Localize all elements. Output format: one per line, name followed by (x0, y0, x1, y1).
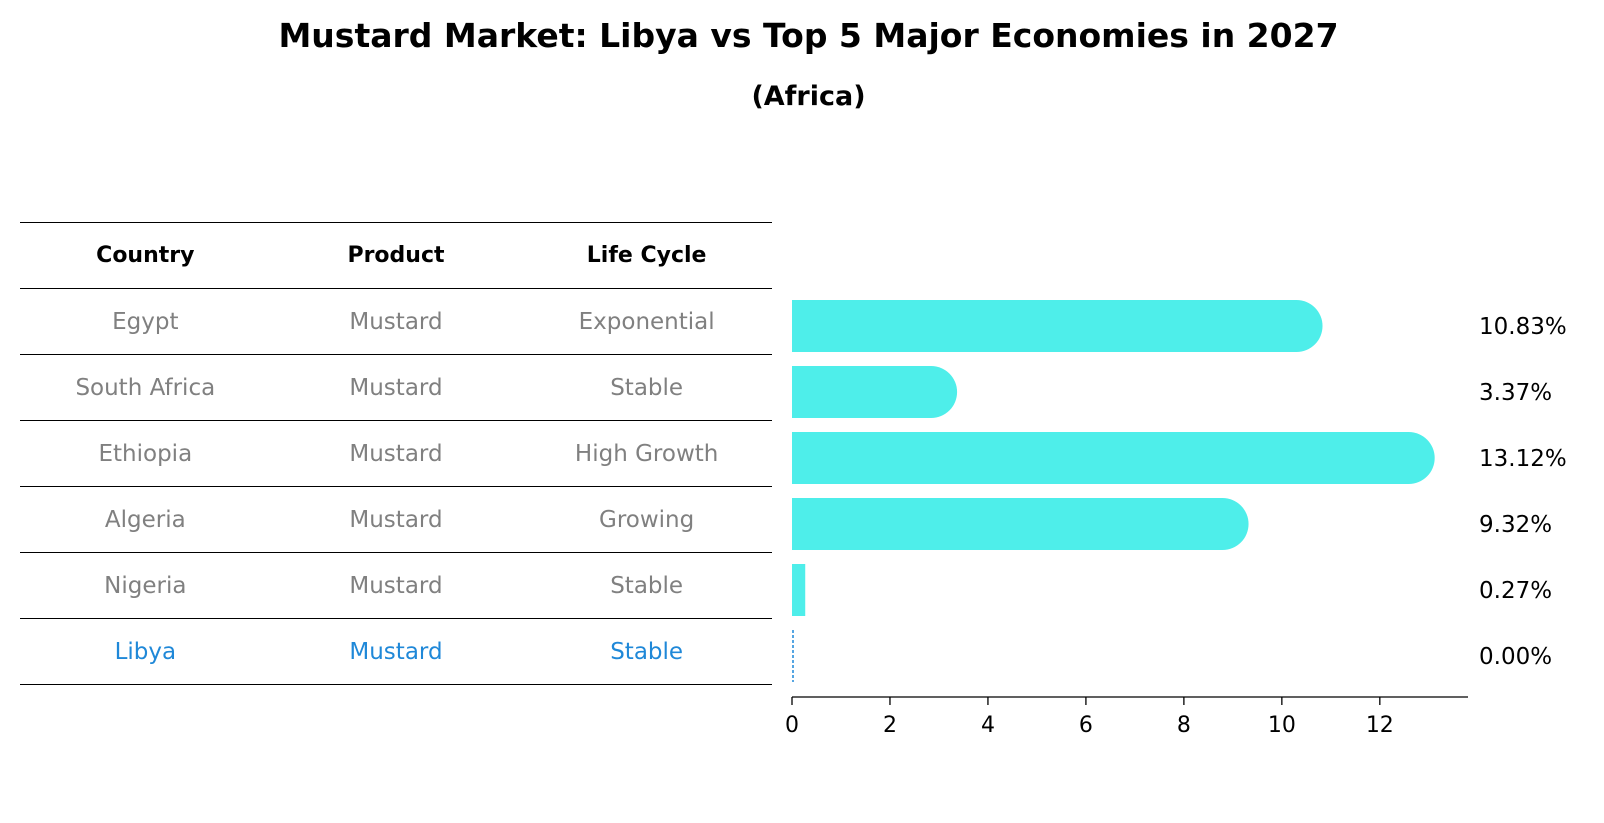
chart-title: Mustard Market: Libya vs Top 5 Major Eco… (278, 16, 1339, 55)
column-header: Product (347, 243, 445, 268)
x-tick-label: 0 (785, 713, 799, 738)
country-cell: Algeria (104, 506, 186, 533)
country-cell: Egypt (112, 308, 179, 335)
country-cell: Ethiopia (98, 440, 193, 467)
bar-value-label: 13.12% (1479, 446, 1567, 472)
bar (792, 432, 1435, 484)
bar-value-label: 3.37% (1479, 380, 1552, 406)
life-cycle-cell: Growing (599, 506, 695, 533)
life-cycle-cell: Stable (610, 572, 684, 599)
column-header: Country (96, 243, 195, 268)
chart-subtitle: (Africa) (751, 81, 866, 112)
bar (792, 300, 1323, 352)
product-cell: Mustard (349, 374, 443, 401)
data-table: Country Product Life Cycle Egypt Mustard… (20, 222, 772, 685)
bar (792, 498, 1249, 550)
table-row-highlighted: Libya Mustard Stable (20, 619, 772, 685)
table-row: Egypt Mustard Exponential (20, 289, 772, 355)
x-tick-label: 4 (981, 713, 995, 738)
product-cell: Mustard (349, 308, 443, 335)
life-cycle-cell: High Growth (574, 440, 719, 467)
country-cell: Nigeria (104, 572, 187, 599)
life-cycle-cell: Stable (610, 638, 684, 665)
table-row: South Africa Mustard Stable (20, 355, 772, 421)
x-tick-label: 6 (1079, 713, 1093, 738)
table-row: Nigeria Mustard Stable (20, 553, 772, 619)
x-tick-label: 10 (1268, 713, 1296, 738)
table-header-row: Country Product Life Cycle (20, 223, 772, 289)
country-cell: Libya (114, 638, 177, 665)
country-cell: South Africa (75, 374, 216, 401)
product-cell: Mustard (349, 506, 443, 533)
table-row: Ethiopia Mustard High Growth (20, 421, 772, 487)
bar-value-label: 10.83% (1479, 314, 1567, 340)
table-row: Algeria Mustard Growing (20, 487, 772, 553)
column-header: Life Cycle (586, 243, 707, 268)
bar-value-label: 0.27% (1479, 578, 1552, 604)
product-cell: Mustard (349, 572, 443, 599)
x-tick-label: 8 (1177, 713, 1191, 738)
bar (792, 366, 958, 418)
bar-value-label: 9.32% (1479, 512, 1552, 538)
life-cycle-cell: Stable (610, 374, 684, 401)
bar (792, 564, 806, 616)
product-cell: Mustard (349, 440, 443, 467)
life-cycle-cell: Exponential (578, 308, 715, 335)
bar-value-label: 0.00% (1479, 644, 1552, 670)
product-cell: Mustard (349, 638, 443, 665)
x-tick-label: 12 (1366, 713, 1394, 738)
x-tick-label: 2 (883, 713, 897, 738)
